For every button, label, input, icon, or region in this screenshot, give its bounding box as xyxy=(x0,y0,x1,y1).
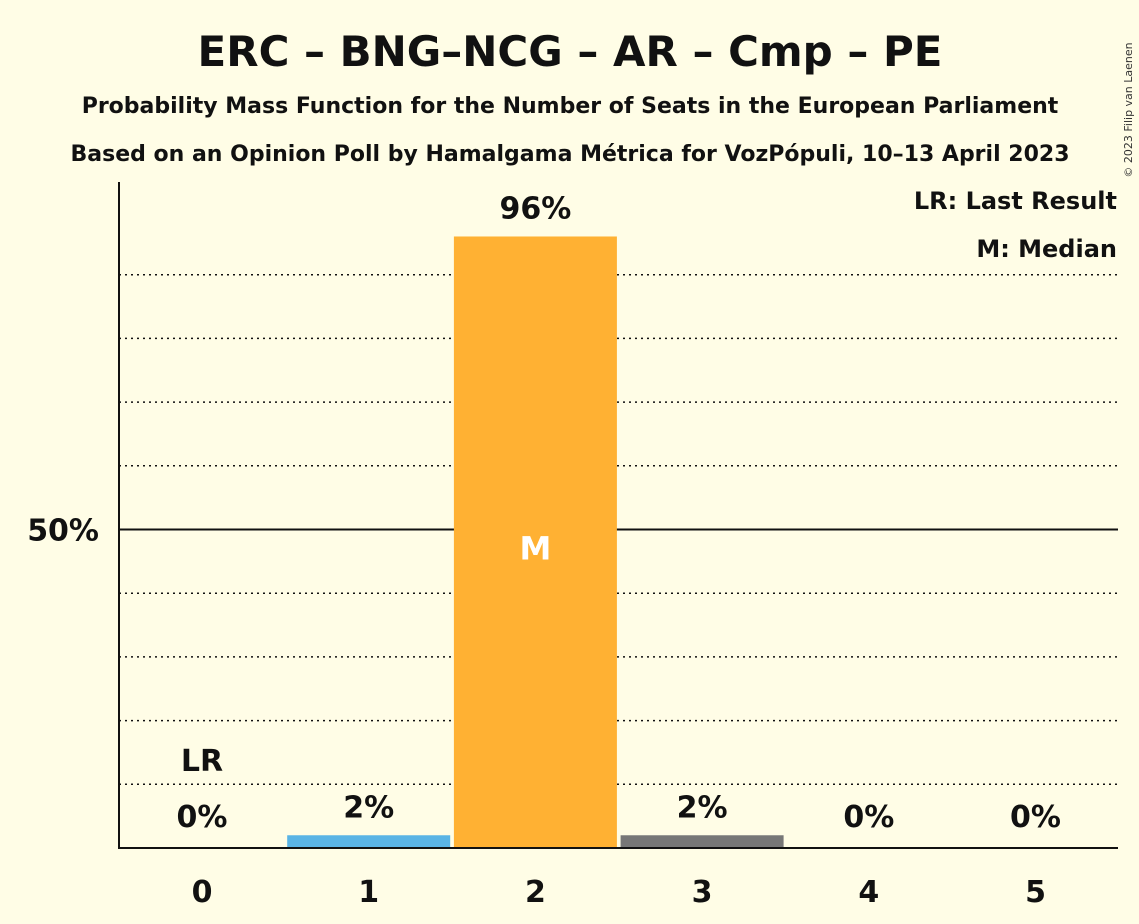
y-tick-label: 50% xyxy=(27,514,99,549)
value-label-1: 2% xyxy=(343,790,394,825)
bars xyxy=(287,236,784,849)
bar-1 xyxy=(287,835,451,848)
value-label-3: 2% xyxy=(677,790,728,825)
chart-title: ERC – BNG–NCG – AR – Cmp – PE xyxy=(198,27,943,76)
x-tick-2: 2 xyxy=(525,875,546,910)
legend-last-result: LR: Last Result xyxy=(914,187,1117,215)
data-labels: 0 0% LR 1 2% 2 96% M 3 2% 4 0% 5 0% xyxy=(177,191,1061,910)
bar-3 xyxy=(620,835,784,848)
value-label-4: 0% xyxy=(843,800,894,835)
chart-subtitle: Probability Mass Function for the Number… xyxy=(82,94,1059,119)
legend-median: M: Median xyxy=(976,235,1117,263)
x-tick-0: 0 xyxy=(192,875,213,910)
value-label-5: 0% xyxy=(1010,800,1061,835)
x-tick-3: 3 xyxy=(692,875,713,910)
x-tick-4: 4 xyxy=(858,875,879,910)
chart-subtitle-source: Based on an Opinion Poll by Hamalgama Mé… xyxy=(70,142,1069,167)
gridlines: 50% xyxy=(27,273,1118,786)
median-marker: M xyxy=(519,530,551,568)
last-result-marker: LR xyxy=(181,744,223,779)
x-tick-1: 1 xyxy=(358,875,379,910)
x-tick-5: 5 xyxy=(1025,875,1046,910)
value-label-2: 96% xyxy=(499,191,571,226)
copyright-notice: © 2023 Filip van Laenen xyxy=(1122,42,1135,177)
value-label-0: 0% xyxy=(177,800,228,835)
bar-2 xyxy=(453,236,617,849)
